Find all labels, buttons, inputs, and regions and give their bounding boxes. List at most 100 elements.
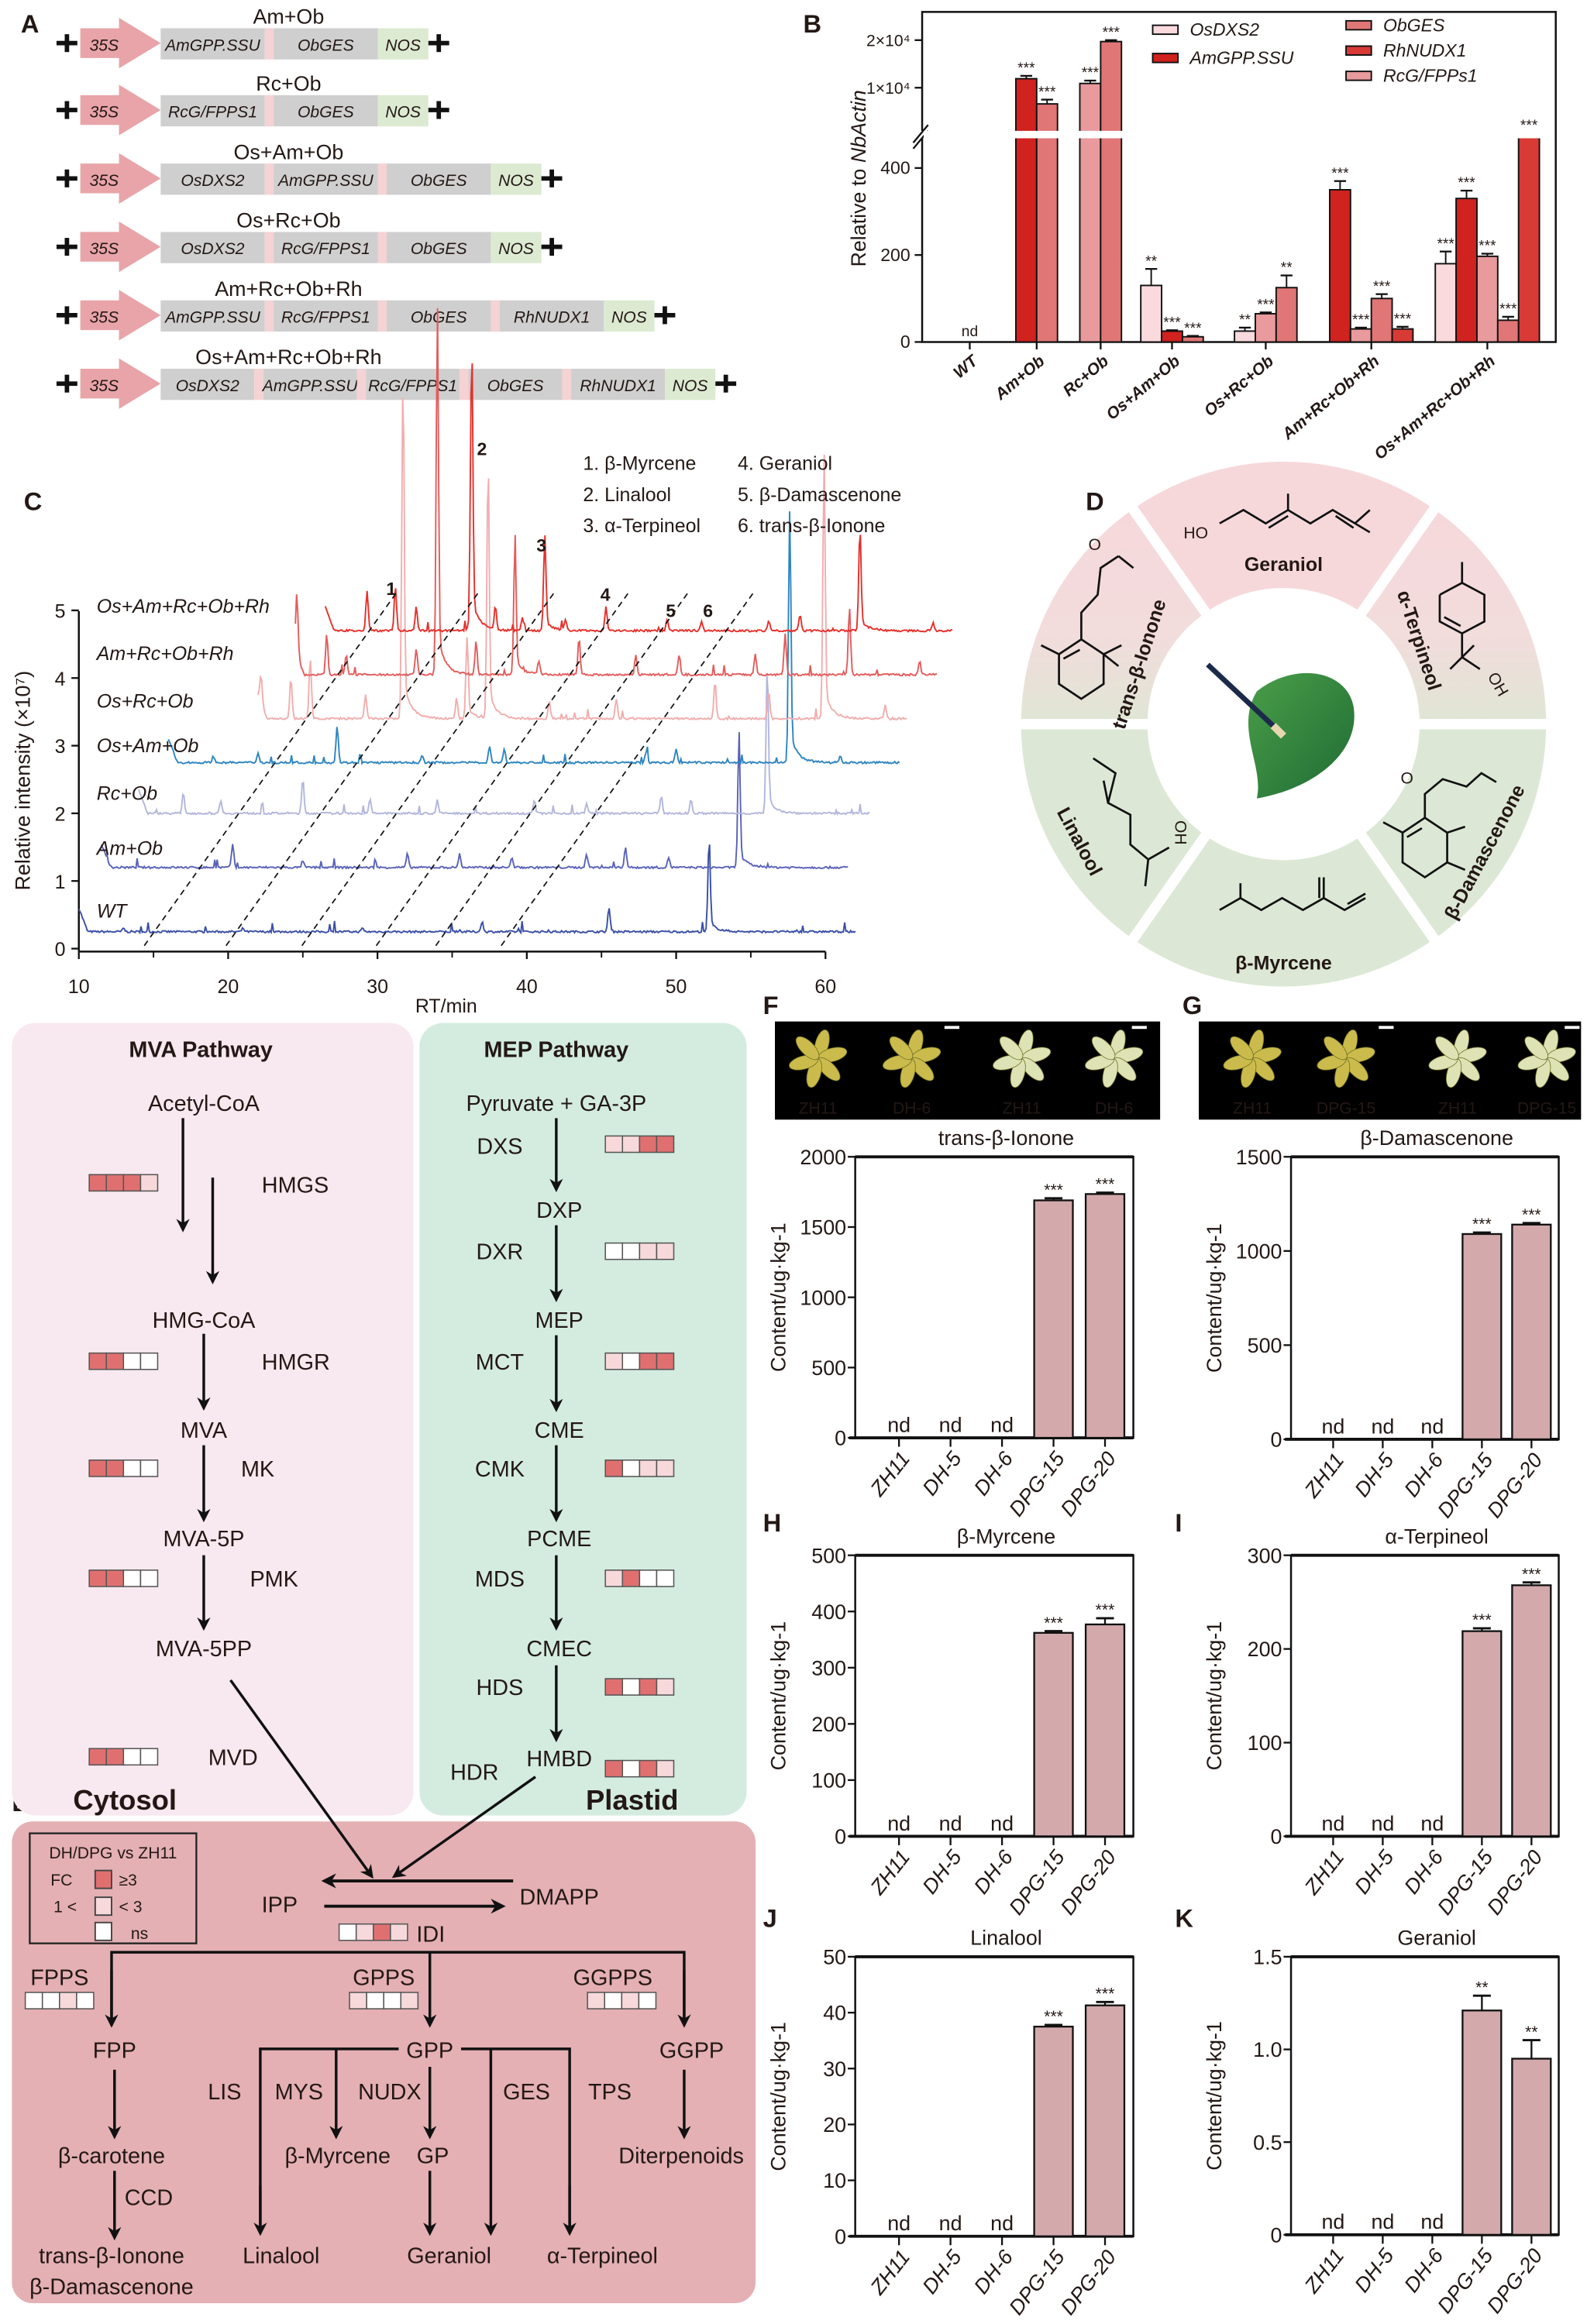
- fc-cell: [604, 1992, 623, 2009]
- bar-obges: [1181, 335, 1204, 343]
- fc-cell: [139, 1748, 159, 1766]
- y-tick-label: 4: [55, 669, 66, 690]
- significance-mark: ***: [1044, 1614, 1063, 1632]
- y-axis-label: Relative to NbActin: [847, 90, 870, 266]
- bar-obges: [1370, 297, 1393, 343]
- fc-cell: [122, 1459, 142, 1477]
- bar-amgppssu: [1328, 189, 1351, 343]
- bar: [1033, 1631, 1074, 1838]
- peak-guide-line: [301, 591, 556, 947]
- significance-mark: ***: [1522, 1566, 1541, 1583]
- y-axis-label: Content/ug·kg-1: [1203, 1621, 1226, 1771]
- linker: [377, 300, 387, 332]
- legend-label: RcG/FPPs1: [1383, 66, 1478, 86]
- x-tick-label: Os+Am+Ob: [1103, 352, 1183, 423]
- bar: [1461, 2009, 1503, 2236]
- fc-cell: [639, 1569, 658, 1587]
- bar: [1461, 1630, 1503, 1838]
- fc-cell: [122, 1174, 142, 1192]
- y-tick-label: 1.5: [1253, 1946, 1282, 1969]
- mep-title: MEP Pathway: [484, 1038, 629, 1063]
- legend-title: DH/DPG vs ZH11: [49, 1844, 177, 1862]
- linker: [264, 300, 274, 332]
- scale-bar: [1131, 1026, 1147, 1030]
- label-geraniol: Geraniol: [407, 2243, 491, 2268]
- y-tick-label: 0: [900, 332, 911, 352]
- gene-box: [366, 369, 460, 401]
- fc-cell: [604, 1759, 624, 1778]
- gene-box: [274, 163, 378, 195]
- label-diterpenoids: Diterpenoids: [618, 2144, 744, 2169]
- y-tick-label: 1×10⁴: [866, 80, 911, 98]
- leaf-icon: [1248, 672, 1355, 799]
- linalool-structure: [1093, 757, 1170, 887]
- linker: [377, 232, 387, 263]
- enzyme-gpps: GPPS: [353, 1965, 415, 1990]
- gene-box: [274, 232, 378, 263]
- panel-b-chart: 0 200 400 1×10⁴ 2×10⁴ Relative to NbActin WT nd…: [847, 11, 1557, 463]
- axis-break-band: [923, 130, 1554, 139]
- gene-box: [468, 369, 563, 401]
- label-ccd: CCD: [125, 2185, 173, 2210]
- y-axis-label: Content/ug·kg-1: [1203, 2021, 1226, 2171]
- bar: [1084, 1623, 1126, 1838]
- terminator-box: [377, 95, 429, 127]
- legend-swatch: [1152, 24, 1179, 36]
- geraniol-structure: [1219, 493, 1371, 534]
- trans-beta-ionone-structure: [1040, 555, 1134, 700]
- x-tick-label: Am+Ob: [991, 352, 1048, 404]
- grain: [1091, 1036, 1116, 1061]
- promoter-label: 35S: [90, 309, 119, 327]
- y-tick-label: 2: [55, 804, 66, 826]
- cytosol-box: [12, 1023, 414, 1816]
- metabolite: Pyruvate + GA-3P: [466, 1092, 646, 1116]
- fc-cell: [400, 1992, 419, 2009]
- panel-f-chart: trans-β-Ionone Content/ug·kg-1 0 500 1000 150…: [766, 1126, 1134, 1521]
- wheel-segment: [1122, 451, 1444, 624]
- nd-label: nd: [887, 1812, 911, 1835]
- promoter-arrow: [80, 290, 161, 341]
- panel-a-constructs: Am+Ob 35S AmGPP.SSU ObGES NOS Rc+Ob 35S RcG/FPP…: [56, 5, 737, 409]
- terminator-label: NOS: [673, 377, 708, 395]
- significance-mark: ***: [1352, 312, 1370, 328]
- trace-am-rc-ob-rh: [294, 308, 938, 678]
- fc-cell: [621, 1569, 641, 1587]
- trace-rc-ob: [137, 675, 870, 816]
- trace-am-ob: [100, 732, 849, 871]
- fc-cell: [639, 1352, 658, 1370]
- significance-mark: ***: [1479, 239, 1496, 255]
- fc-heatmap: [604, 1242, 675, 1260]
- grain-photo-f: ZH11 DH-6 ZH11 DH-6: [775, 1021, 1161, 1120]
- bar-obges: [1035, 103, 1059, 343]
- label-ges: GES: [503, 2080, 550, 2105]
- x-tick-label: DH-5: [1350, 2244, 1398, 2297]
- peak-legend-entry: 1. β-Myrcene: [583, 453, 696, 475]
- legend-frame: [29, 1832, 198, 1944]
- mva-title: MVA Pathway: [129, 1038, 273, 1063]
- flux-arrow-mva: [229, 1679, 374, 1879]
- label-ionone: trans-β-Ionone: [39, 2243, 184, 2268]
- panel-label-i: I: [1175, 1508, 1182, 1537]
- promoter-label: 35S: [90, 172, 119, 190]
- y-axis-label: Content/ug·kg-1: [1203, 1223, 1226, 1373]
- gene-box: [160, 163, 265, 195]
- plastid-box: [419, 1023, 747, 1816]
- y-tick-label: 500: [1248, 1334, 1282, 1357]
- nd-label: nd: [1371, 1812, 1394, 1835]
- x-tick-label: 10: [68, 976, 90, 998]
- nd-label: nd: [1321, 2210, 1344, 2233]
- nd-label: nd: [1420, 1415, 1444, 1438]
- legend-ns: ns: [131, 1925, 148, 1943]
- x-tick-label: DH-5: [917, 1845, 966, 1898]
- panel-k-chart: GeraniolContent/ug·kg-100.51.01.5ZH11ndD…: [1203, 1927, 1560, 2318]
- grain-cluster: [1517, 1030, 1576, 1088]
- fc-cell: [639, 1135, 658, 1153]
- significance-mark: ***: [1096, 1176, 1115, 1194]
- label-nudx: NUDX: [358, 2080, 422, 2105]
- label-carotene: β-carotene: [58, 2144, 165, 2169]
- fc-heatmap: [88, 1748, 159, 1766]
- bar: [1461, 1232, 1503, 1441]
- nd-label: nd: [939, 1413, 962, 1436]
- promoter-label: 35S: [90, 377, 119, 395]
- significance-mark: ***: [1472, 1611, 1492, 1629]
